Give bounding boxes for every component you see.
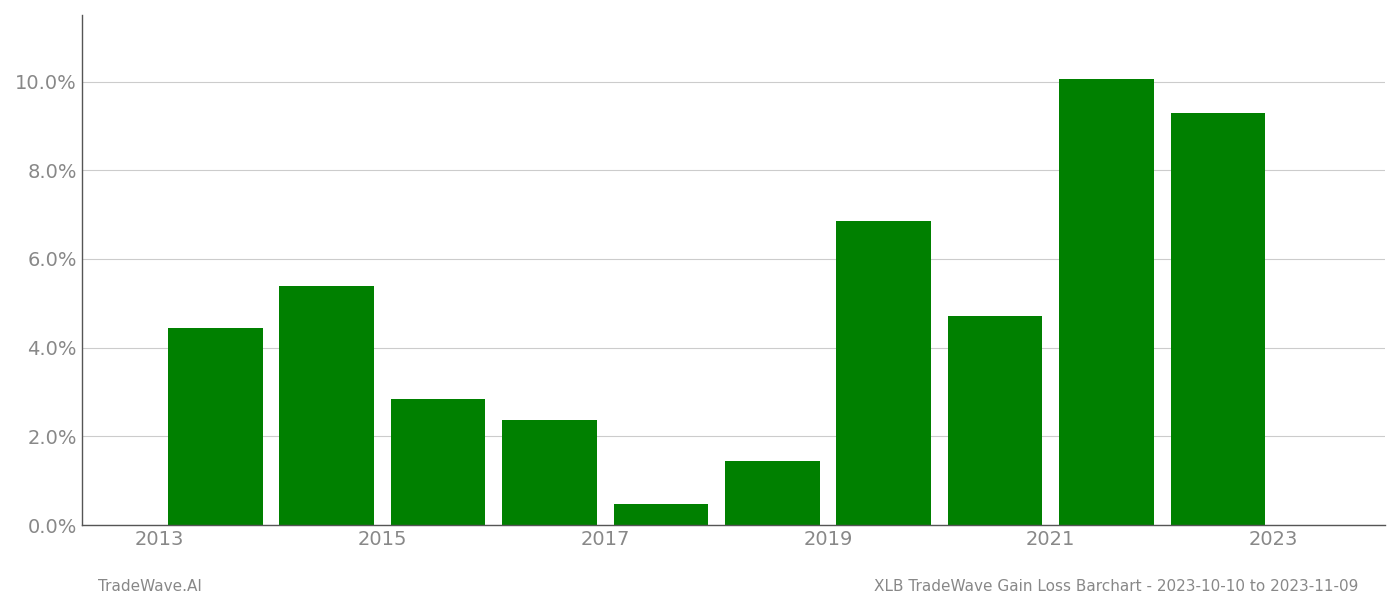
Bar [725,461,819,525]
Text: XLB TradeWave Gain Loss Barchart - 2023-10-10 to 2023-11-09: XLB TradeWave Gain Loss Barchart - 2023-… [874,579,1358,594]
Bar [391,399,486,525]
Bar [503,419,596,525]
Bar [168,328,263,525]
Bar [280,286,374,525]
Bar [1170,113,1266,525]
Bar [836,221,931,525]
Text: TradeWave.AI: TradeWave.AI [98,579,202,594]
Bar [1060,79,1154,525]
Bar [948,316,1043,525]
Bar [613,504,708,525]
